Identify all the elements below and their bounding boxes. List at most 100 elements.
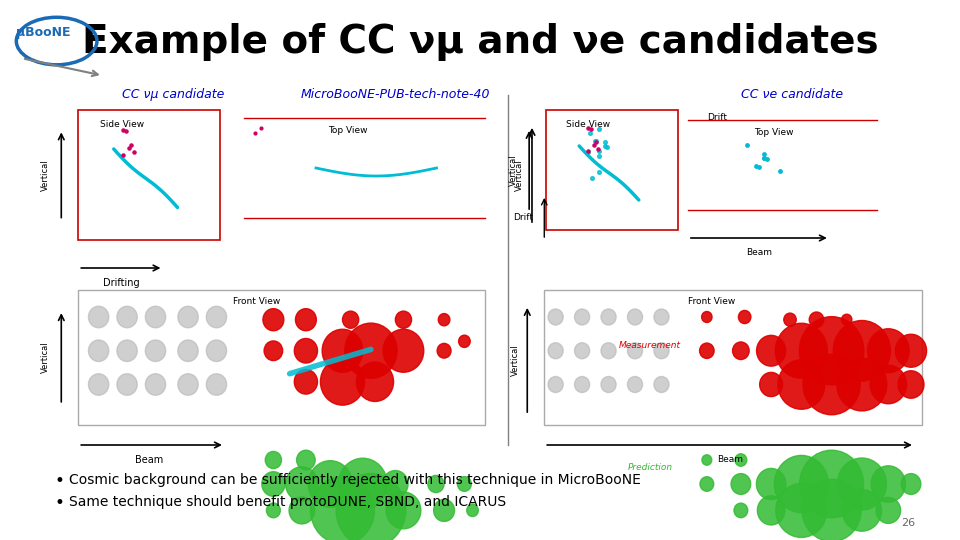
Circle shape — [800, 316, 864, 385]
Point — [248, 129, 263, 137]
Text: Side View: Side View — [566, 120, 611, 129]
Text: Vertical: Vertical — [511, 344, 519, 376]
Circle shape — [735, 454, 747, 466]
Circle shape — [308, 461, 352, 508]
Circle shape — [628, 343, 642, 359]
Point — [591, 147, 607, 156]
Point — [591, 167, 607, 176]
Text: •: • — [55, 472, 64, 490]
Text: Prediction: Prediction — [628, 463, 673, 472]
Circle shape — [434, 500, 454, 522]
Circle shape — [383, 329, 423, 372]
Point — [588, 138, 603, 147]
Bar — [79, 290, 485, 425]
Circle shape — [343, 311, 359, 328]
Circle shape — [145, 340, 166, 361]
Point — [756, 153, 771, 162]
Circle shape — [601, 376, 616, 393]
Circle shape — [809, 312, 824, 327]
Point — [749, 161, 764, 170]
Circle shape — [285, 467, 318, 501]
Text: Beam: Beam — [746, 248, 772, 257]
Point — [115, 126, 131, 134]
Text: Side View: Side View — [100, 120, 144, 129]
Text: Drift: Drift — [707, 113, 727, 122]
Text: Same technique should benefit protoDUNE, SBND, and ICARUS: Same technique should benefit protoDUNE,… — [69, 495, 506, 509]
Circle shape — [178, 340, 198, 361]
Point — [580, 124, 595, 133]
Circle shape — [901, 474, 921, 495]
Circle shape — [178, 374, 198, 395]
Circle shape — [467, 504, 478, 517]
Circle shape — [654, 309, 669, 325]
Bar — [79, 110, 220, 240]
Circle shape — [732, 342, 749, 360]
Circle shape — [734, 503, 748, 518]
Circle shape — [601, 309, 616, 325]
Point — [580, 147, 595, 156]
Point — [752, 163, 767, 171]
Circle shape — [88, 340, 108, 361]
Circle shape — [548, 376, 564, 393]
Text: μBooNE: μBooNE — [16, 26, 71, 39]
Text: •: • — [55, 494, 64, 512]
Point — [122, 144, 137, 152]
Circle shape — [88, 306, 108, 328]
Circle shape — [457, 477, 471, 491]
Point — [756, 153, 771, 162]
Circle shape — [759, 373, 782, 396]
Circle shape — [264, 341, 282, 361]
Circle shape — [871, 466, 905, 502]
Circle shape — [842, 490, 881, 531]
Circle shape — [548, 343, 564, 359]
Point — [587, 141, 602, 150]
Circle shape — [428, 475, 444, 492]
Point — [597, 141, 612, 150]
Point — [591, 124, 607, 133]
Circle shape — [783, 313, 796, 326]
Circle shape — [263, 309, 284, 331]
Text: Front View: Front View — [232, 297, 280, 306]
Text: Front View: Front View — [688, 297, 735, 306]
Text: 26: 26 — [900, 518, 915, 528]
Circle shape — [336, 474, 406, 540]
Circle shape — [117, 374, 137, 395]
Text: Beam: Beam — [135, 455, 163, 465]
Circle shape — [345, 323, 397, 379]
Text: Measurement: Measurement — [619, 341, 682, 349]
Circle shape — [145, 306, 166, 328]
Point — [597, 138, 612, 146]
Circle shape — [396, 311, 412, 328]
Circle shape — [702, 312, 712, 322]
Point — [118, 127, 133, 136]
Circle shape — [145, 374, 166, 395]
Circle shape — [265, 451, 281, 469]
Circle shape — [310, 477, 374, 540]
Circle shape — [178, 306, 198, 328]
Circle shape — [321, 359, 365, 405]
Text: CC νμ candidate: CC νμ candidate — [122, 88, 224, 101]
Circle shape — [339, 458, 387, 510]
Point — [759, 154, 775, 163]
Text: Top View: Top View — [328, 126, 368, 135]
Point — [582, 129, 597, 137]
Circle shape — [88, 374, 108, 395]
Bar — [544, 290, 923, 425]
Text: Example of CC νμ and νe candidates: Example of CC νμ and νe candidates — [82, 23, 878, 61]
Point — [772, 167, 787, 176]
Circle shape — [896, 334, 926, 367]
Circle shape — [756, 335, 785, 366]
Circle shape — [296, 309, 317, 331]
Circle shape — [289, 497, 315, 524]
Circle shape — [776, 323, 828, 378]
Circle shape — [842, 314, 852, 325]
Circle shape — [117, 340, 137, 361]
Circle shape — [868, 329, 909, 373]
Circle shape — [206, 374, 227, 395]
Point — [253, 124, 269, 132]
Circle shape — [295, 369, 318, 394]
Circle shape — [574, 343, 589, 359]
Point — [590, 145, 606, 153]
Point — [588, 137, 603, 145]
Text: Vertical: Vertical — [516, 159, 524, 191]
